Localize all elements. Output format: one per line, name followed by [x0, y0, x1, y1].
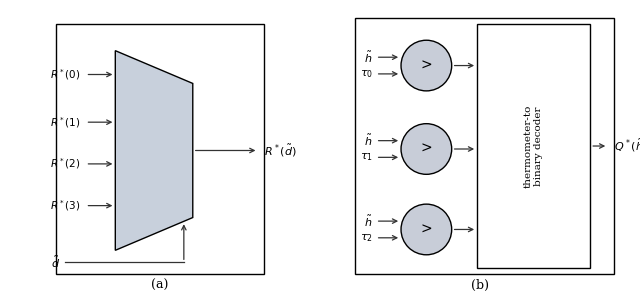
Text: (b): (b) [471, 279, 489, 292]
Bar [477, 24, 590, 268]
Text: >: > [420, 59, 432, 72]
Text: $R^*(1)$: $R^*(1)$ [50, 115, 80, 130]
Circle shape [401, 40, 452, 91]
Text: >: > [420, 142, 432, 156]
Text: $R^*(2)$: $R^*(2)$ [50, 156, 80, 171]
Text: $\tilde{d}$: $\tilde{d}$ [51, 255, 60, 270]
Text: >: > [420, 223, 432, 236]
Polygon shape [115, 51, 193, 250]
Text: thermometer-to
binary decoder: thermometer-to binary decoder [524, 104, 543, 188]
Text: $R^*(3)$: $R^*(3)$ [50, 198, 80, 213]
Text: $\tilde{h}$: $\tilde{h}$ [364, 133, 372, 148]
Text: $\tau_2$: $\tau_2$ [360, 232, 372, 244]
Circle shape [401, 124, 452, 174]
Circle shape [401, 204, 452, 255]
Text: $\tau_0$: $\tau_0$ [360, 68, 372, 80]
Bar [56, 24, 264, 274]
Text: $R^*(0)$: $R^*(0)$ [50, 67, 80, 82]
Text: $\tilde{h}$: $\tilde{h}$ [364, 214, 372, 229]
Text: $\tau_1$: $\tau_1$ [360, 151, 372, 163]
Text: $\tilde{h}$: $\tilde{h}$ [364, 50, 372, 65]
Text: $Q^*(\tilde{h})$: $Q^*(\tilde{h})$ [614, 138, 640, 154]
Text: $R^*(\tilde{d})$: $R^*(\tilde{d})$ [264, 142, 297, 159]
Bar [355, 18, 614, 274]
Text: (a): (a) [151, 279, 169, 292]
